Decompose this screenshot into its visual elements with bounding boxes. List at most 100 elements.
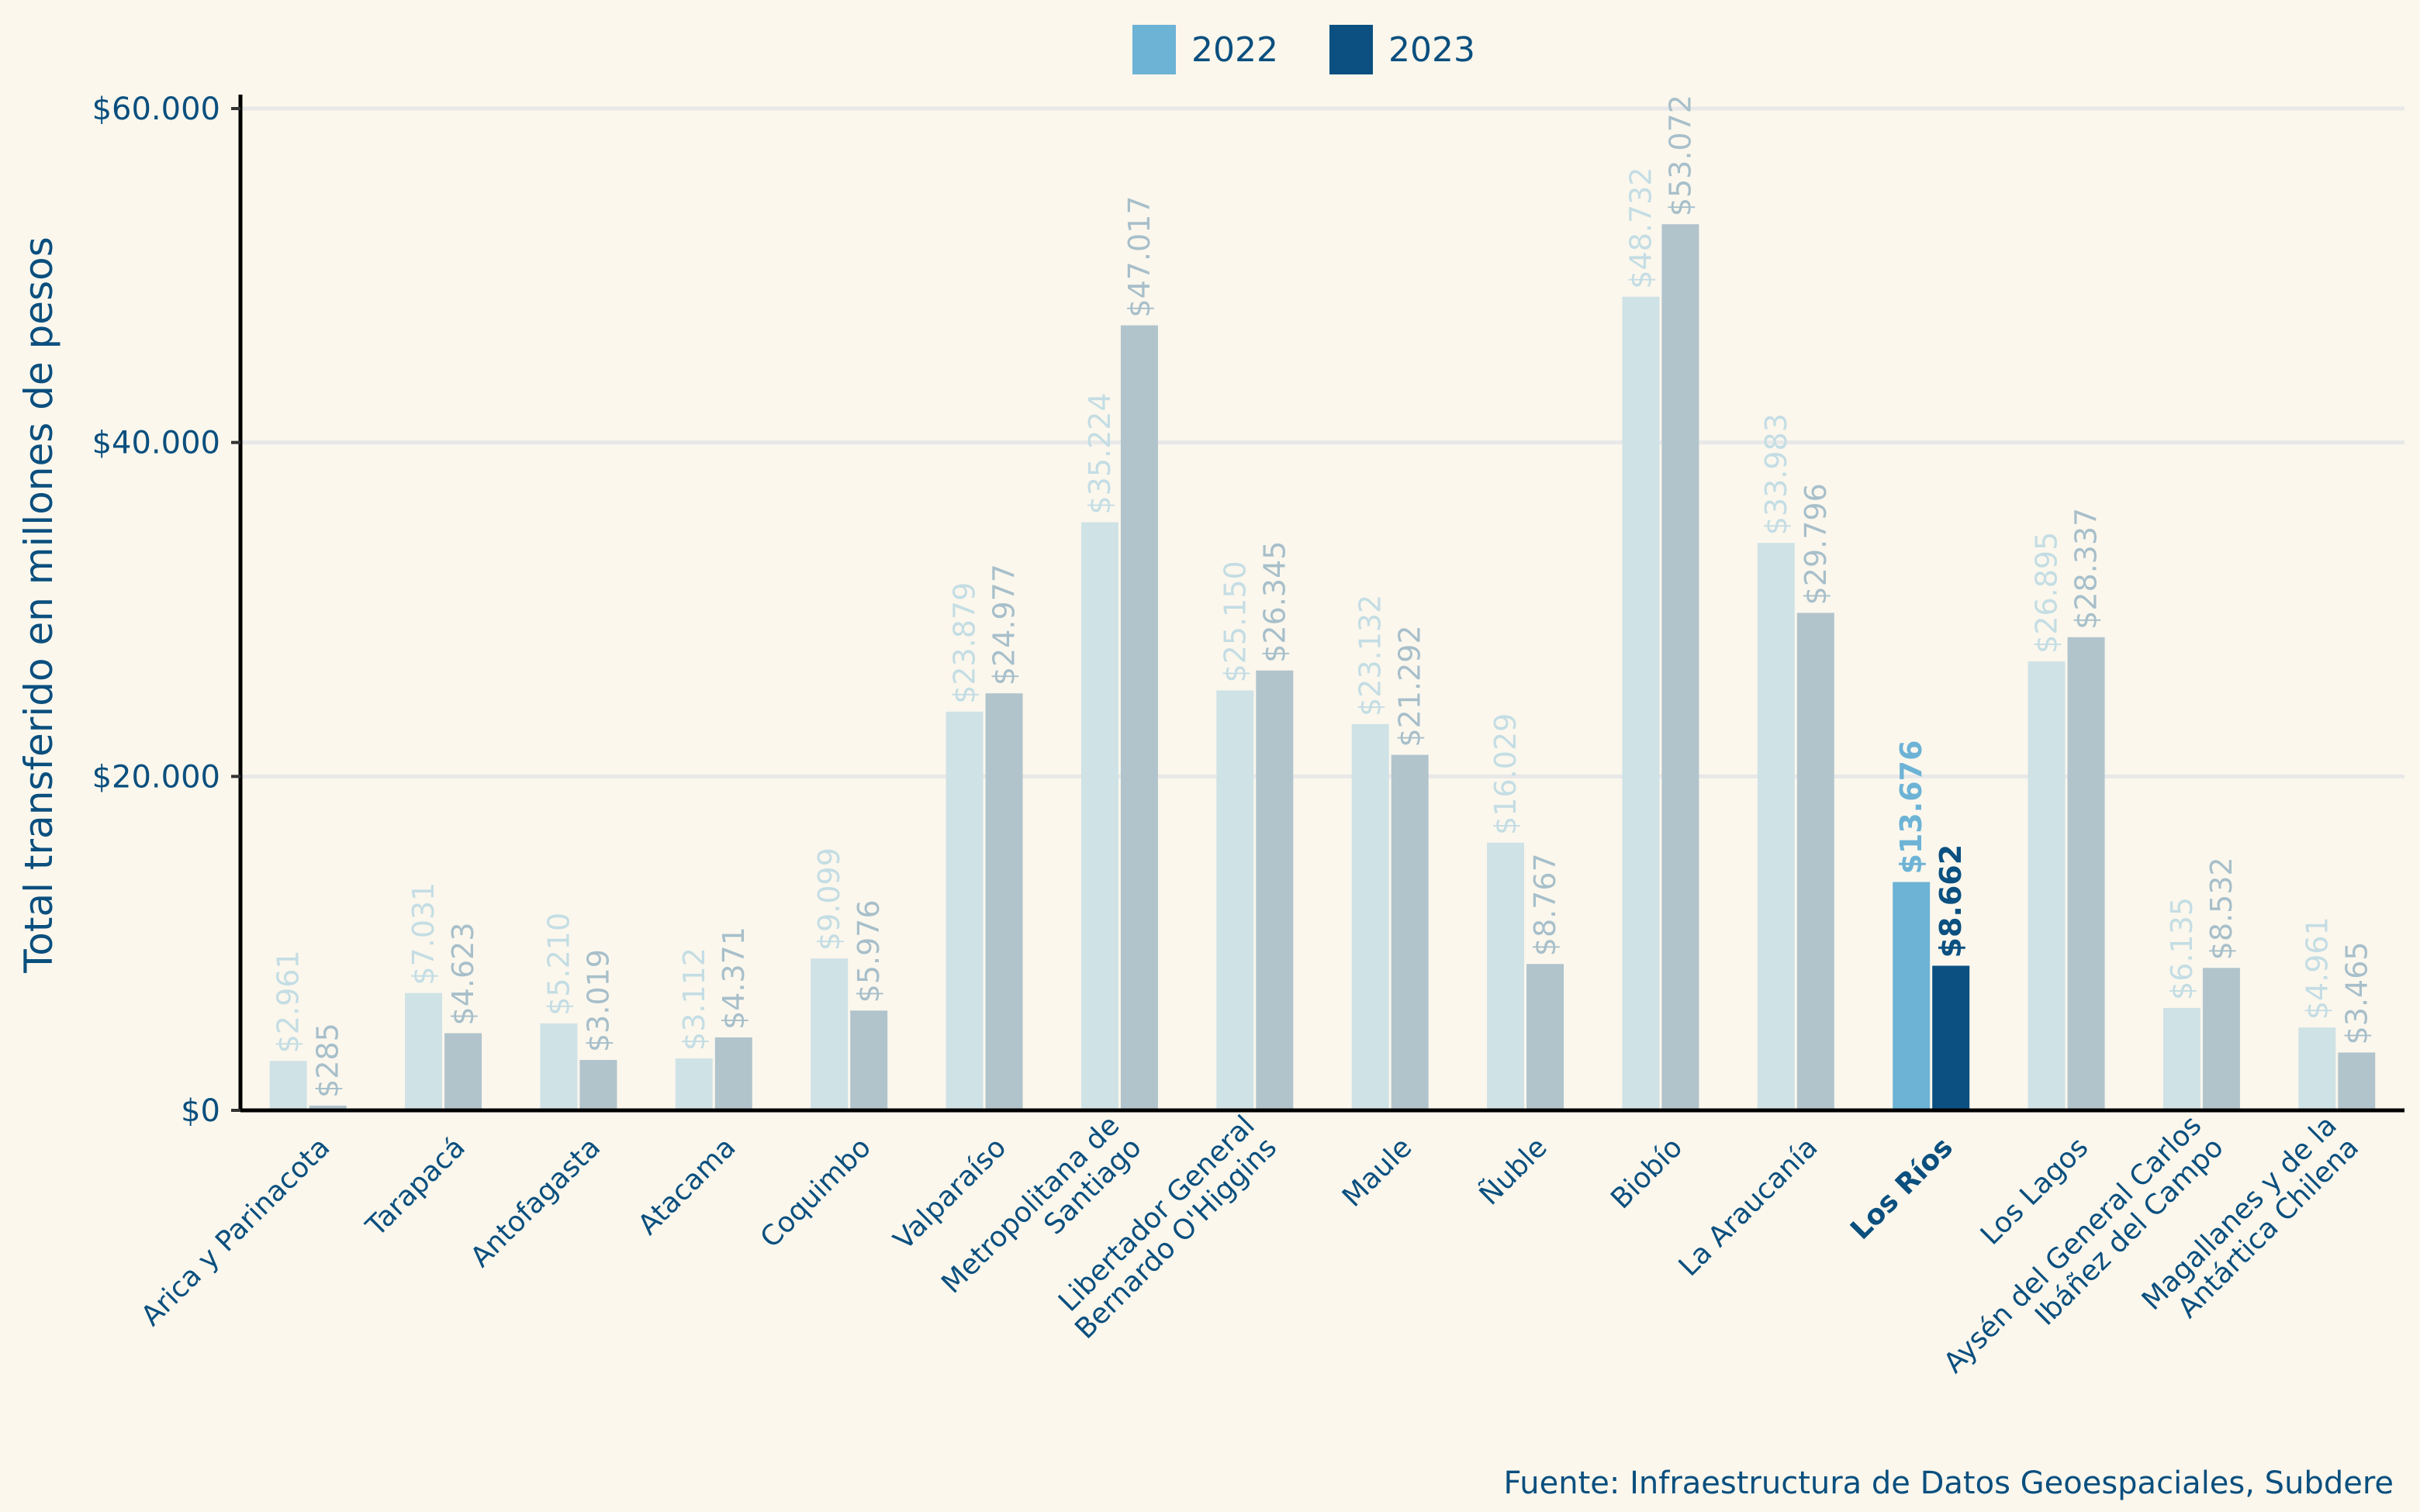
value-label-2022: $5.210 (541, 913, 576, 1016)
x-tick-label: Atacama (632, 1131, 742, 1241)
value-label-2022: $9.099 (812, 847, 846, 951)
y-ticks: $0 $20.000 $40.000 $60.000 (92, 91, 240, 1129)
bar-2022 (1757, 543, 1795, 1110)
legend: 2022 2023 (1132, 25, 1526, 74)
value-label-2023: $28.337 (2069, 508, 2104, 630)
x-tick-label-line: La Araucanía (1673, 1131, 1824, 1282)
legend-item-2022: 2022 (1132, 25, 1278, 74)
value-label-2022: $4.961 (2300, 917, 2334, 1020)
bar-2023 (714, 1037, 752, 1110)
value-label-2023: $4.371 (717, 927, 751, 1030)
bar-2022 (675, 1058, 713, 1110)
value-label-2023: $8.767 (1528, 853, 1562, 956)
value-label-2022: $48.732 (1623, 167, 1658, 288)
axes (238, 95, 2404, 1113)
x-tick-label: Biobío (1605, 1131, 1689, 1215)
x-tick-label: Antofagasta (465, 1131, 607, 1273)
x-tick-label: Ñuble (1473, 1131, 1554, 1212)
bar-2023 (444, 1033, 482, 1110)
x-tick-label-line: Arica y Parinacota (135, 1131, 336, 1332)
value-label-2023: $24.977 (987, 564, 1022, 685)
x-tick-label-line: Biobío (1605, 1131, 1689, 1215)
legend-label-2022: 2022 (1191, 29, 1278, 70)
bar-2022 (1622, 296, 1660, 1111)
value-label-2022: $33.983 (1759, 413, 1793, 535)
bar-2023 (2338, 1052, 2376, 1110)
value-label-2023: $21.292 (1393, 625, 1427, 747)
bar-2023 (985, 693, 1023, 1110)
value-label-2022: $26.895 (2030, 532, 2064, 654)
bar-2023 (1661, 224, 1699, 1111)
bar-2022 (540, 1023, 578, 1110)
value-label-2023: $4.623 (446, 922, 480, 1025)
bar-2023 (1932, 965, 1970, 1110)
bar-2022 (2298, 1027, 2336, 1110)
bar-2023 (2067, 637, 2105, 1110)
bar-2023 (1120, 325, 1158, 1110)
value-label-2023: $29.796 (1799, 483, 1833, 605)
x-tick-label-line: Ñuble (1473, 1131, 1554, 1212)
y-tick-label: $60.000 (92, 91, 220, 127)
x-tick-label-line: Antofagasta (465, 1131, 607, 1273)
value-label-2022: $23.132 (1353, 595, 1388, 716)
bar-2023 (1526, 964, 1564, 1110)
value-label-2022: $13.676 (1894, 740, 1928, 874)
x-tick-label-line: Coquimbo (755, 1131, 877, 1254)
value-label-2023: $8.662 (1934, 844, 1968, 958)
value-label-2023: $5.976 (852, 899, 886, 1003)
bar-2022 (946, 711, 984, 1110)
bars (269, 224, 2376, 1111)
x-tick-label-line: Los Ríos (1844, 1131, 1959, 1246)
value-label-2022: $35.224 (1083, 392, 1117, 514)
value-label-2023: $26.345 (1257, 541, 1291, 663)
bar-2022 (1893, 882, 1931, 1110)
legend-label-2023: 2023 (1388, 29, 1475, 70)
bar-2022 (1351, 723, 1389, 1110)
value-label-2023: $53.072 (1663, 95, 1697, 216)
value-labels: $2.961$285 $7.031 $4.623 $5.210 $3.019 $3.112… (271, 95, 2374, 1098)
x-tick-label: Arica y Parinacota (135, 1131, 336, 1332)
bar-2023 (850, 1010, 888, 1110)
legend-swatch-2022 (1132, 25, 1176, 74)
bar-2023 (1391, 754, 1429, 1110)
x-tick-label: La Araucanía (1673, 1131, 1824, 1282)
value-label-2022: $23.879 (948, 582, 982, 704)
bar-2022 (269, 1061, 307, 1110)
x-tick-label: Coquimbo (755, 1131, 877, 1254)
bar-2022 (1080, 522, 1118, 1110)
value-label-2022: $3.112 (677, 948, 711, 1051)
bar-2023 (579, 1059, 617, 1110)
legend-swatch-2023 (1329, 25, 1373, 74)
bar-2022 (405, 992, 443, 1110)
x-tick-label-line: Maule (1336, 1131, 1418, 1213)
value-label-2023: $47.017 (1122, 195, 1156, 317)
value-label-2022: $25.150 (1218, 561, 1252, 682)
value-label-2023: $3.465 (2339, 941, 2373, 1044)
bar-2022 (1487, 842, 1525, 1110)
y-tick-label: $0 (181, 1093, 220, 1129)
value-label-2023: $3.019 (581, 949, 615, 1052)
x-tick-label: Maule (1336, 1131, 1418, 1213)
value-label-2023: $285 (311, 1023, 345, 1098)
x-tick-label: Los Ríos (1844, 1131, 1959, 1246)
y-tick-label: $20.000 (92, 759, 220, 795)
value-label-2023: $8.532 (2204, 857, 2238, 960)
bar-2022 (1216, 690, 1254, 1110)
bar-2022 (811, 958, 849, 1110)
bar-2022 (2028, 661, 2066, 1110)
value-label-2022: $2.961 (271, 950, 306, 1053)
x-tick-label: Tarapacá (360, 1131, 472, 1243)
value-label-2022: $16.029 (1488, 713, 1523, 835)
x-tick-label-line: Tarapacá (360, 1131, 472, 1243)
bar-2023 (2202, 968, 2240, 1110)
bar-2022 (2162, 1007, 2200, 1110)
value-label-2022: $7.031 (406, 882, 441, 986)
bar-2023 (1256, 670, 1294, 1110)
y-tick-label: $40.000 (92, 426, 220, 461)
value-label-2022: $6.135 (2165, 897, 2199, 1000)
legend-item-2023: 2023 (1329, 25, 1475, 74)
source-caption: Fuente: Infraestructura de Datos Geoespa… (1503, 1465, 2394, 1501)
x-tick-label-line: Atacama (632, 1131, 742, 1241)
